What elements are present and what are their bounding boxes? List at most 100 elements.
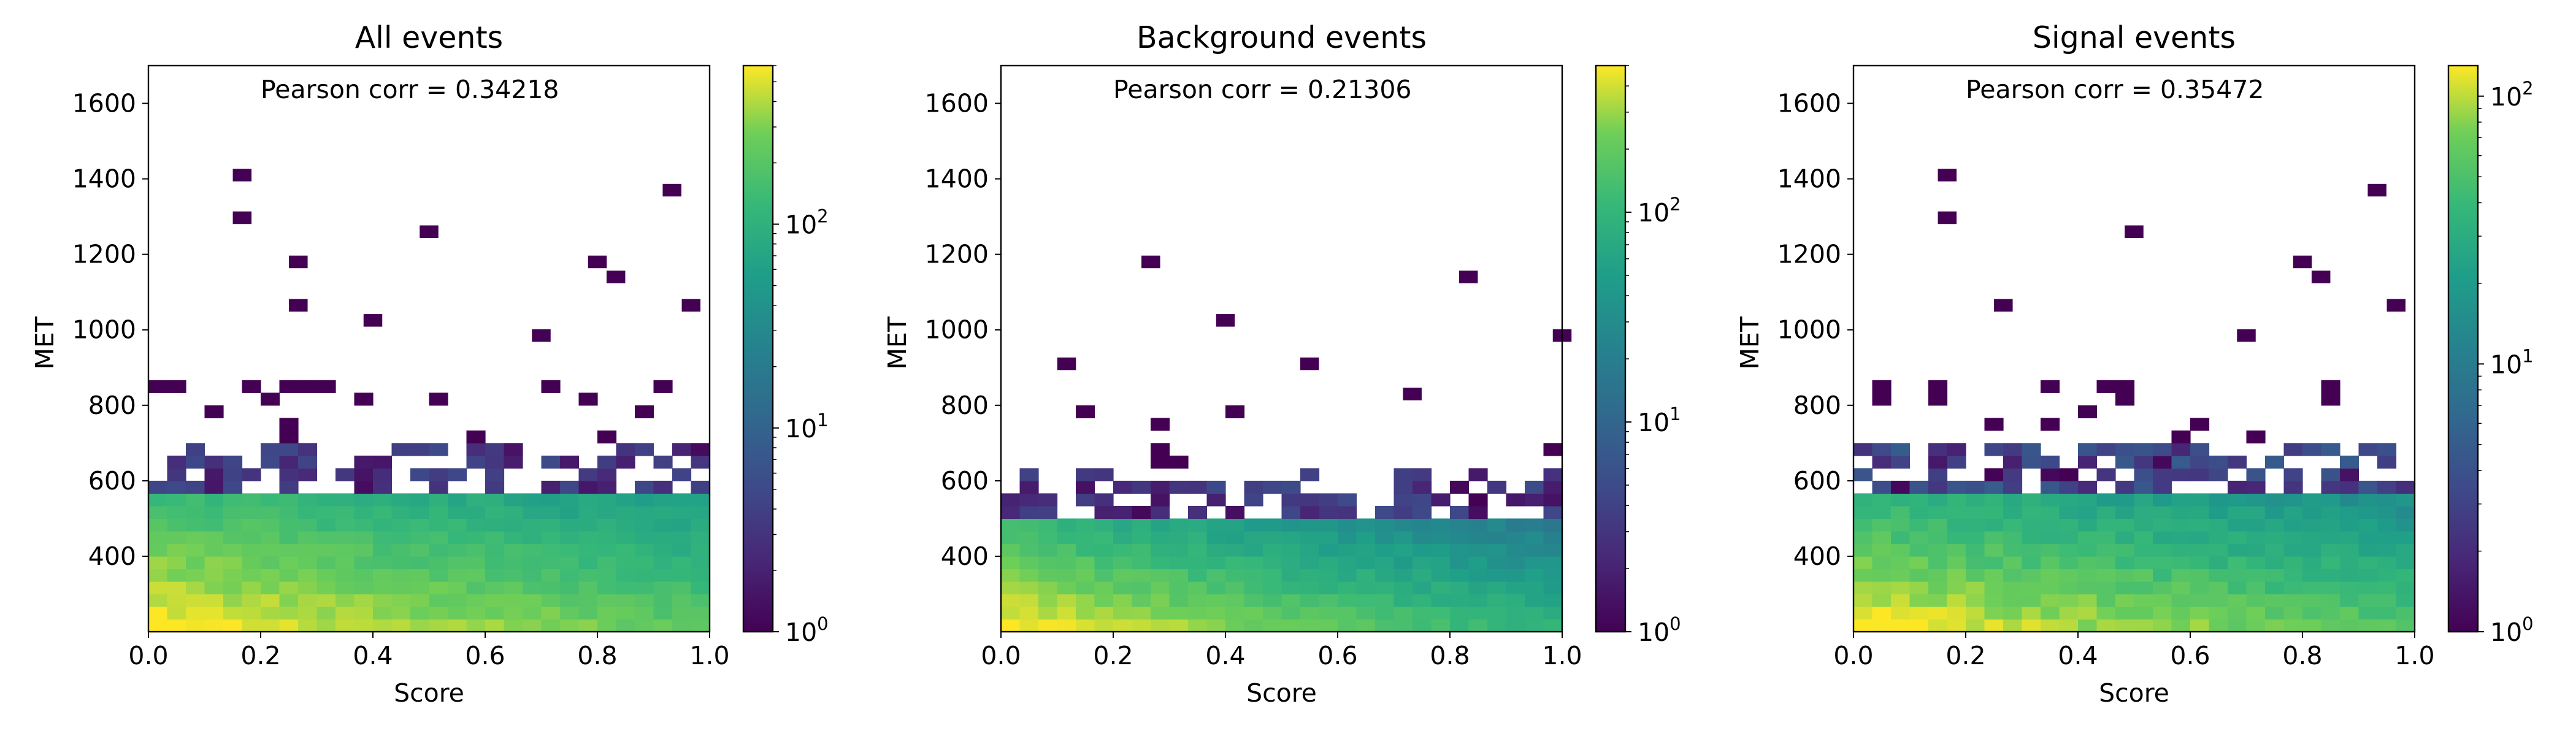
heatmap-bin [223,619,243,632]
heatmap-bin [1019,468,1039,481]
heatmap-bin [578,468,598,481]
heatmap-bin [560,569,580,582]
heatmap-bin [1132,606,1151,620]
heatmap-bin [2096,543,2116,557]
heatmap-bin [1113,569,1133,582]
heatmap-bin [2358,606,2378,620]
heatmap-bin [1947,518,1966,532]
heatmap-bin [1038,594,1058,607]
heatmap-bin [223,493,243,507]
heatmap-bin [1543,493,1563,507]
heatmap-bin [1853,606,1873,620]
heatmap-bin [2059,556,2079,570]
heatmap-bin [523,569,542,582]
heatmap-bin [298,493,318,507]
heatmap-bin [2228,505,2247,519]
heatmap-bin [242,518,261,532]
heatmap-bin [485,468,505,481]
heatmap-bin [1543,443,1563,456]
heatmap-bin [1506,518,1525,532]
heatmap-bin [223,581,243,595]
heatmap-bin [504,455,523,469]
y-tick-label: 1400 [925,164,989,194]
heatmap-bin [653,505,673,519]
heatmap-bin [2153,518,2172,532]
colorbar-gradient [743,66,773,632]
heatmap-bin [1984,468,2004,481]
heatmap-bin [1375,594,1395,607]
heatmap-bin [2153,505,2172,519]
heatmap-bin [1468,619,1488,632]
heatmap-bin [672,581,692,595]
heatmap-bin [448,531,467,545]
heatmap-bin [2190,468,2210,481]
heatmap-bin [167,380,186,393]
heatmap-bin [560,619,580,632]
heatmap-bin [2209,455,2228,469]
heatmap-bin [2321,531,2340,545]
heatmap-bin [2377,505,2397,519]
heatmap-bin [2228,493,2247,507]
heatmap-bin [2377,606,2397,620]
heatmap-bin [148,556,168,570]
heatmap-bin [504,594,523,607]
heatmap-bin [2190,581,2210,595]
outlier-bin [2237,329,2256,342]
heatmap-bin [167,594,186,607]
heatmap-bin [279,594,299,607]
heatmap-bin [410,581,430,595]
heatmap-bin [2190,493,2210,507]
heatmap-bin [1909,480,1929,494]
panel-3: 0.0 0.2 0.4 0.6 0.8 1.0 400 600 800 1000 1200 1400 1… [1735,20,2534,708]
heatmap-bin [2377,531,2397,545]
heatmap-bin [1225,594,1245,607]
heatmap-bin [316,543,336,557]
heatmap-bin [242,581,261,595]
heatmap-bin [2283,443,2303,456]
x-tick-label: 0.4 [2058,641,2098,670]
heatmap-bin [1853,518,1873,532]
outlier-bin [2293,255,2312,269]
heatmap-bin [1543,480,1563,494]
heatmap-bin [1872,531,1892,545]
heatmap-bin [2396,493,2415,507]
heatmap-bin [316,505,336,519]
heatmap-bin [1057,569,1076,582]
heatmap-bin [1132,505,1151,519]
heatmap-bin [2059,493,2079,507]
heatmap-bin [2209,468,2228,481]
heatmap-bin [2078,480,2098,494]
heatmap-bin [635,480,654,494]
heatmap-bin [2078,556,2098,570]
heatmap-bin [167,543,186,557]
heatmap-bin [672,606,692,620]
outlier-bin [662,183,681,197]
heatmap-bin [1984,505,2004,519]
heatmap-bin [1543,556,1563,570]
heatmap-bin [597,480,617,494]
heatmap-bin [1468,468,1488,481]
heatmap-bin [2078,569,2098,582]
heatmap-bin [1872,543,1892,557]
heatmap-bin [672,543,692,557]
heatmap-bin [148,380,168,393]
heatmap-bin [2190,556,2210,570]
heatmap-bin [204,606,224,620]
heatmap-bin [2321,480,2340,494]
heatmap-bin [1300,619,1320,632]
heatmap-bin [2340,606,2359,620]
heatmap-bin [616,556,635,570]
heatmap-bin [1188,543,1208,557]
heatmap-bin [1188,569,1208,582]
heatmap-bin [1094,468,1114,481]
heatmap-bin [2340,493,2359,507]
heatmap-bin [2096,531,2116,545]
heatmap-bin [298,505,318,519]
heatmap-bin [2003,556,2023,570]
heatmap-bin [2059,480,2079,494]
heatmap-bin [2246,468,2266,481]
heatmap-bin [2171,581,2191,595]
heatmap-bin [1468,556,1488,570]
heatmap-bin [1001,543,1021,557]
colorbar: 100 101 102 [2447,64,2534,647]
